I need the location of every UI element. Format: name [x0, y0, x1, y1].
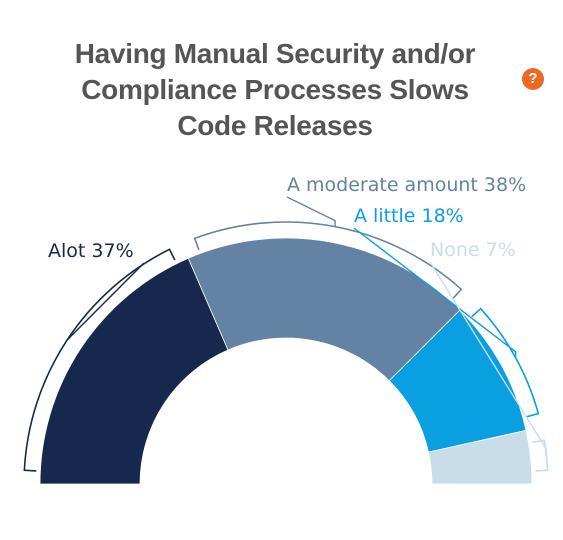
chart-labels: Alot 37% A moderate amount 38% A little 18… [48, 174, 526, 262]
connector-alot [66, 262, 145, 341]
connector-a-moderate-amount [286, 196, 336, 227]
label-a-little: A little 18% [354, 205, 464, 227]
help-question-icon[interactable]: ? [522, 68, 544, 90]
slice-none[interactable] [428, 429, 533, 485]
chart-slices [39, 237, 533, 485]
chart-title-line-1: Having Manual Security and/or [74, 38, 476, 69]
connector-none [429, 261, 548, 456]
label-alot: Alot 37% [48, 240, 134, 262]
label-a-moderate-amount: A moderate amount 38% [287, 174, 526, 196]
chart-title-line-2: Compliance Processes Slows [81, 74, 469, 105]
connector-a-little [353, 227, 517, 358]
slice-alot[interactable] [39, 257, 229, 485]
chart-title: Having Manual Security and/or Compliance… [60, 36, 490, 144]
chart-title-line-3: Code Releases [177, 110, 373, 141]
chart-label-brackets [23, 196, 549, 472]
bracket-none [532, 439, 549, 472]
bracket-a-little [471, 307, 540, 418]
label-none: None 7% [430, 239, 516, 261]
